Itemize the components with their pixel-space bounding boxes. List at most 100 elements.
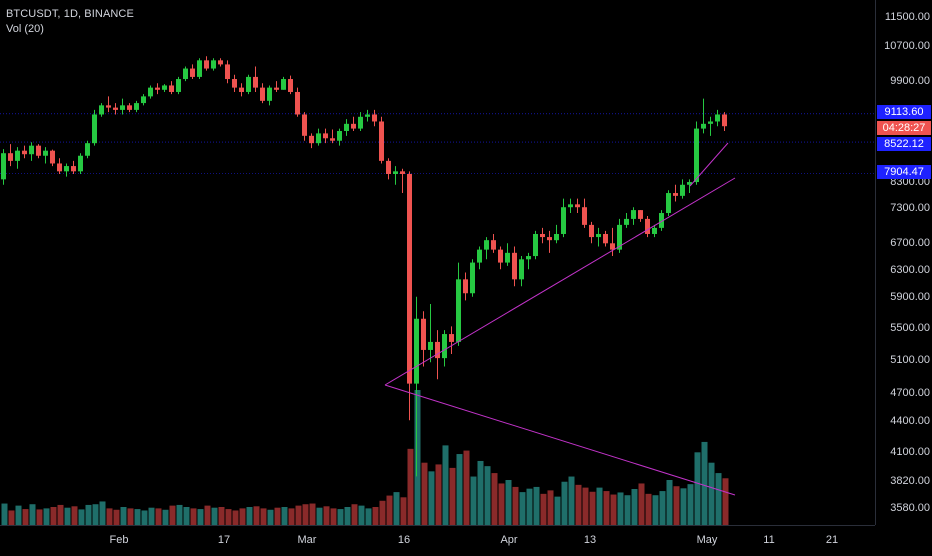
volume-bar	[344, 507, 351, 525]
candle-body	[610, 243, 615, 250]
candle-body	[1, 153, 6, 180]
volume-bar	[582, 487, 589, 525]
candle-body	[449, 334, 454, 342]
candle-body	[435, 341, 440, 359]
candle-body	[141, 96, 146, 104]
time-tick-label: 11	[763, 534, 774, 546]
candle-body	[400, 171, 405, 174]
candle-body	[463, 279, 468, 294]
volume-bar	[715, 473, 722, 525]
volume-bar	[64, 507, 71, 525]
volume-bar	[645, 493, 652, 525]
candle-body	[561, 207, 566, 234]
candle-body	[582, 207, 587, 225]
candle-body	[169, 85, 174, 92]
volume-bar	[351, 504, 358, 525]
candle-body	[113, 107, 118, 110]
volume-bar	[225, 509, 232, 525]
volume-bar	[1, 503, 8, 525]
volume-bar	[421, 462, 428, 525]
price-tick-label: 11500.00	[885, 11, 930, 23]
volume-indicator-label[interactable]: Vol (20)	[6, 23, 44, 35]
volume-bar	[274, 507, 281, 525]
candle-body	[631, 210, 636, 219]
volume-bar	[190, 508, 197, 525]
candle-body	[218, 60, 223, 65]
candle-body	[309, 135, 314, 144]
volume-bar	[246, 507, 253, 525]
candle-body	[372, 114, 377, 122]
volume-bar	[358, 505, 365, 525]
candle-body	[708, 121, 713, 124]
price-tick-label: 3580.00	[890, 502, 930, 514]
volume-bar	[701, 441, 708, 525]
candle-body	[43, 150, 48, 156]
candle-body	[505, 252, 510, 263]
volume-bar	[365, 508, 372, 525]
volume-bar	[218, 507, 225, 525]
candle-body	[638, 210, 643, 219]
candle-body	[225, 64, 230, 80]
candle-body	[624, 218, 629, 225]
candle-body	[365, 114, 370, 117]
volume-bar	[134, 509, 141, 525]
candle-body	[540, 233, 545, 238]
candle-body	[526, 256, 531, 260]
candle-body	[148, 87, 153, 97]
volume-bar	[204, 505, 211, 525]
volume-bar	[260, 508, 267, 525]
candle-body	[127, 105, 132, 110]
candle-body	[22, 150, 27, 155]
candle-body	[36, 145, 41, 156]
volume-bar	[603, 491, 610, 525]
volume-bar	[498, 483, 505, 525]
chart-pane[interactable]: BTCUSDT, 1D, BINANCE Vol (20)	[0, 0, 875, 525]
volume-bar	[526, 488, 533, 525]
candlestick-plot[interactable]	[0, 0, 875, 525]
candle-body	[337, 130, 342, 141]
volume-bar	[141, 510, 148, 525]
volume-bar	[652, 495, 659, 525]
candle-body	[176, 79, 181, 92]
volume-bar	[463, 450, 470, 525]
time-axis[interactable]: Feb 17 Mar 16 Apr 13 May 11 21	[0, 525, 875, 551]
volume-bar	[610, 494, 617, 525]
volume-bar	[323, 506, 330, 525]
candle-body	[323, 133, 328, 139]
symbol-title[interactable]: BTCUSDT, 1D, BINANCE	[6, 8, 134, 20]
countdown-badge: 04:28:27	[877, 121, 931, 135]
candle-body	[232, 79, 237, 88]
candle-body	[302, 114, 307, 136]
volume-bar	[169, 505, 176, 525]
volume-bar	[414, 390, 421, 525]
candle-body	[274, 87, 279, 90]
time-tick-label: 17	[218, 534, 230, 546]
volume-bar	[659, 491, 666, 525]
candle-body	[533, 233, 538, 257]
candle-body	[204, 60, 209, 69]
price-tick-label: 6700.00	[890, 237, 930, 249]
candle-body	[351, 123, 356, 129]
candle-body	[92, 114, 97, 144]
volume-bar	[575, 484, 582, 525]
candle-body	[155, 87, 160, 90]
candle-body	[484, 240, 489, 250]
volume-bar	[337, 509, 344, 525]
candle-body	[673, 193, 678, 196]
price-tick-label: 4100.00	[890, 446, 930, 458]
candle-body	[183, 68, 188, 80]
candle-body	[421, 318, 426, 350]
candle-body	[190, 68, 195, 77]
volume-bar	[673, 486, 680, 525]
candle-body	[456, 279, 461, 342]
candle-body	[694, 128, 699, 183]
candle-body	[15, 150, 20, 161]
candle-body	[617, 224, 622, 250]
time-tick-label: 13	[584, 534, 596, 546]
price-axis[interactable]: 11500.00 10700.00 9900.00 8300.00 7300.00 670…	[875, 0, 932, 525]
trendline	[384, 177, 736, 386]
volume-bar	[183, 507, 190, 525]
volume-bar	[15, 505, 22, 525]
volume-bar	[407, 448, 414, 525]
trendline	[689, 142, 729, 187]
